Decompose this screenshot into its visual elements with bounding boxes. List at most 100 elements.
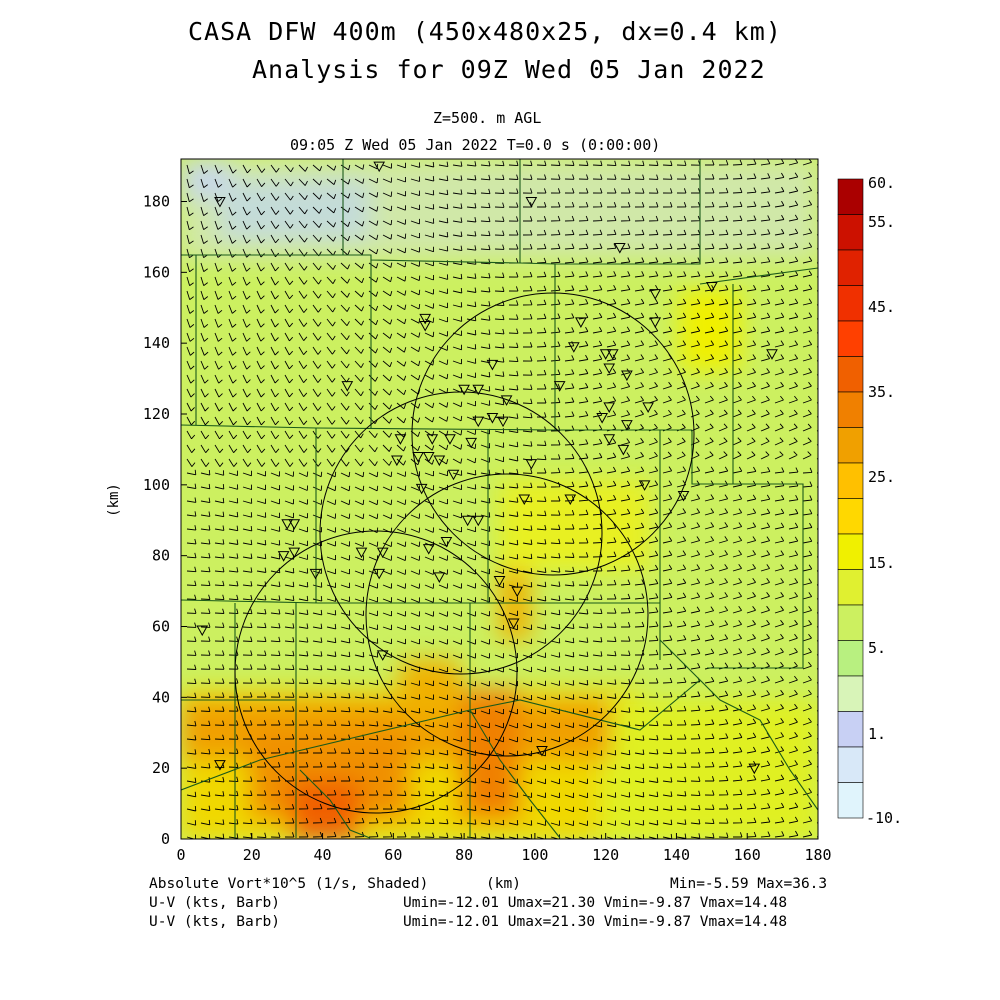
station-marker [394,434,407,445]
station-marker [373,161,386,173]
colorbar-swatch [837,533,864,570]
radar-ring-4 [411,292,695,576]
wind2-label: U-V (kts, Barb) [149,914,280,930]
colorbar-label: 15. [868,554,895,572]
station-marker [433,455,446,467]
plot-frame [180,158,819,840]
station-marker [705,282,718,293]
station-marker [649,289,662,300]
x-tick-label: 20 [243,846,261,864]
x-axis: 0 20 40 60 80 100 120 140 160 180 [176,833,832,864]
station-marker [567,342,580,353]
station-marker [422,544,435,555]
station-marker [511,586,524,598]
station-marker [603,434,616,445]
colorbar-label: 55. [868,213,895,231]
colorbar-swatch [837,711,864,748]
station-marker [536,745,548,757]
station-marker [214,760,226,771]
colorbar-label: -10. [866,809,902,827]
colorbar-label: 45. [868,298,895,316]
station-marker [553,381,566,392]
y-tick-label: 60 [152,618,170,636]
station-marker [341,381,354,392]
station-marker [613,243,626,254]
station-marker [433,572,446,583]
colorbar-swatch [837,569,864,606]
station-marker [603,363,616,374]
station-marker [426,434,439,445]
y-tick-label: 80 [152,547,170,565]
station-marker [486,413,499,424]
station-markers [196,161,778,775]
y-tick-label: 160 [143,263,170,281]
colorbar-swatch [837,604,864,641]
x-tick-label: 40 [314,846,332,864]
y-tick-label: 140 [143,334,170,352]
colorbar-swatch [837,249,864,286]
wind1-label: U-V (kts, Barb) [149,895,280,911]
colorbar-swatch [837,782,864,819]
colorbar-swatch [837,320,864,357]
station-marker [440,537,453,548]
station-marker [355,547,368,559]
station-marker [518,494,531,506]
colorbar-swatch [837,462,864,499]
colorbar-swatch [837,214,864,251]
x-tick-label: 140 [663,846,690,864]
colorbar-swatch [837,285,864,322]
station-marker [472,515,485,527]
station-marker [376,547,389,559]
station-marker [621,370,633,382]
station-marker [412,452,424,463]
station-marker [196,625,209,637]
station-marker [391,455,403,467]
station-marker [458,384,470,396]
station-marker [444,434,456,445]
x-tick-label: 100 [521,846,548,864]
station-marker [606,349,619,360]
level-label: Z=500. m AGL [433,109,542,127]
colorbar-label: 5. [868,639,886,657]
station-marker [748,763,761,775]
station-marker [288,519,301,530]
station-marker [500,395,513,406]
y-tick-label: 40 [152,688,170,706]
x-axis-label: (km) [486,876,521,892]
station-marker [507,618,520,629]
field-label: Absolute Vort*10^5 (1/s, Shaded) [149,876,429,892]
station-marker [638,480,651,491]
colorbar-swatch [837,675,864,712]
x-tick-label: 60 [384,846,402,864]
station-marker [603,402,616,413]
wind-barb-field [186,159,818,839]
vorticity-shading [181,159,818,839]
y-axis: 0 20 40 60 80 100 120 140 160 180 [143,193,187,848]
radar-ring-2 [365,473,649,757]
station-marker [642,402,654,413]
station-marker [472,416,485,428]
valid-time-label: 09:05 Z Wed 05 Jan 2022 T=0.0 s (0:00:00… [290,136,661,154]
colorbar-label: 60. [868,174,895,192]
station-marker [419,320,432,332]
station-marker [461,515,474,527]
x-tick-label: 160 [734,846,761,864]
x-tick-label: 80 [455,846,473,864]
station-marker [621,420,633,431]
station-marker [599,349,612,360]
colorbar: 60. 55. 45. 35. 25. 15. 5. 1. -10. [837,174,902,827]
station-marker [575,317,587,328]
y-tick-label: 180 [143,193,170,211]
colorbar-label: 1. [868,725,886,743]
y-tick-label: 20 [152,759,170,777]
colorbar-swatch [837,178,864,215]
colorbar-swatch [837,640,864,677]
station-marker [309,568,322,580]
y-tick-label: 120 [143,405,170,423]
colorbar-swatch [837,498,864,535]
station-marker [677,490,690,502]
colorbar-swatch [837,356,864,393]
station-marker [277,551,290,562]
station-marker [596,413,608,424]
